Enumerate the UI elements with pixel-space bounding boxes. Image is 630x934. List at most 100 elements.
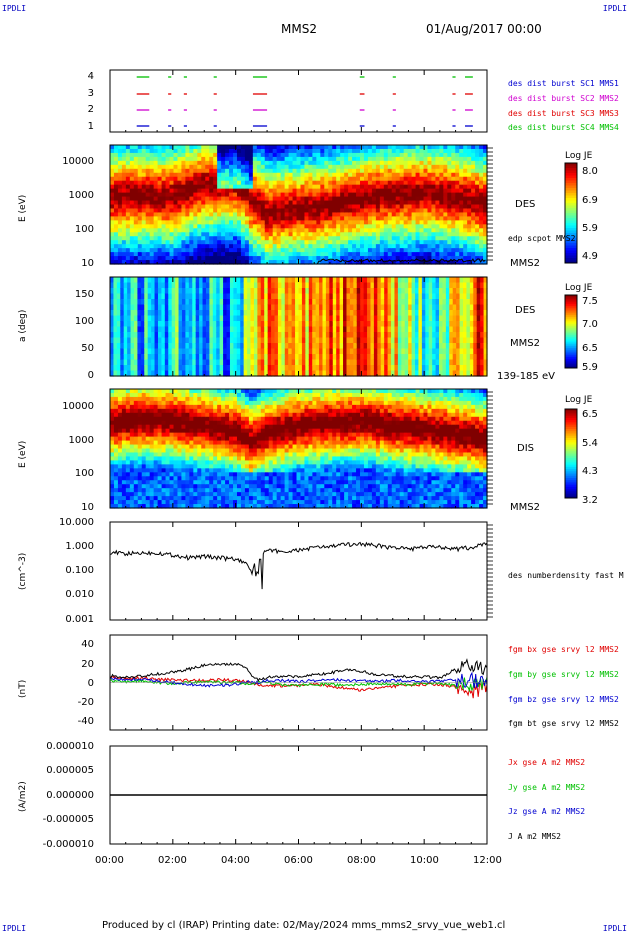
des-pitch-cell (284, 348, 289, 355)
des-spectro-cell (244, 184, 250, 190)
des-spectro-cell (399, 148, 405, 154)
des-spectro-cell (391, 152, 397, 158)
des-pitch-cell (291, 365, 296, 372)
des-pitch-cell (394, 343, 399, 350)
des-spectro-cell (276, 160, 282, 166)
des-spectro-cell (463, 200, 468, 206)
des-pitch-cell (391, 343, 396, 350)
des-pitch-cell (202, 332, 207, 339)
des-spectro-cell (260, 248, 266, 253)
des-pitch-cell (308, 365, 313, 372)
des-pitch-cell (380, 293, 385, 300)
des-pitch-cell (353, 348, 358, 355)
des-spectro-cell (240, 145, 246, 150)
des-pitch-cell (305, 370, 310, 377)
des-spectro-cell (157, 248, 163, 253)
des-spectro-cell (125, 176, 131, 182)
des-pitch-cell (473, 359, 478, 366)
des-pitch-cell (199, 365, 204, 372)
des-spectro-cell (125, 188, 131, 194)
des-spectro-cell (153, 192, 159, 198)
des-spectro-cell (240, 228, 246, 233)
des-pitch-cell (384, 293, 389, 300)
des-pitch-cell (243, 359, 248, 366)
des-spectro-cell (113, 172, 119, 178)
des-pitch-cell (226, 348, 231, 355)
des-spectro-cell (288, 168, 294, 174)
des-pitch-cell (456, 299, 461, 306)
des-spectro-cell (475, 260, 480, 265)
des-spectro-cell (173, 244, 179, 249)
des-pitch-cell (394, 288, 399, 295)
des-spectro-cell (221, 220, 226, 225)
des-pitch-cell (480, 359, 485, 366)
des-pitch-cell (281, 299, 286, 306)
des-pitch-cell (332, 299, 337, 306)
des-spectro-cell (201, 168, 206, 174)
des-spectro-cell (181, 236, 186, 241)
des-spectro-cell (260, 228, 266, 233)
des-pitch-cell (387, 304, 392, 311)
des-spectro-cell (133, 216, 139, 221)
des-pitch-cell (418, 304, 423, 311)
des-pitch-cell (360, 277, 365, 284)
des-spectro-cell (383, 228, 389, 233)
des-pitch-cell (240, 370, 245, 377)
des-pitch-cell (157, 288, 163, 295)
des-spectro-cell (332, 208, 337, 214)
des-spectro-cell (403, 172, 409, 178)
des-spectro-cell (328, 228, 333, 233)
des-pitch-cell (154, 310, 159, 317)
des-pitch-cell (199, 310, 204, 317)
des-spectro-cell (348, 260, 353, 265)
des-spectro-cell (292, 172, 298, 178)
des-spectro-cell (348, 252, 353, 257)
des-spectro-cell (467, 184, 472, 190)
des-pitch-cell (439, 310, 444, 317)
des-spectro-cell (427, 172, 433, 178)
des-spectro-cell (197, 224, 202, 229)
des-pitch-cell (380, 326, 385, 333)
des-pitch-cell (216, 321, 221, 328)
des-pitch-cell (476, 310, 481, 317)
des-pitch-cell (353, 365, 358, 372)
des-pitch-cell (411, 282, 416, 289)
des-pitch-cell (384, 354, 389, 361)
des-pitch-cell (277, 282, 282, 289)
des-pitch-cell (332, 359, 337, 366)
des-pitch-cell (181, 288, 186, 295)
des-pitch-cell (425, 299, 430, 306)
des-pitch-cell (418, 359, 423, 366)
des-spectro-cell (256, 145, 262, 150)
des-spectro-cell (292, 216, 298, 221)
des-pitch-cell (428, 354, 433, 361)
des-pitch-cell (425, 332, 430, 339)
des-spectro-cell (288, 160, 294, 166)
des-spectro-cell (415, 244, 421, 249)
des-spectro-cell (407, 200, 413, 206)
des-pitch-cell (144, 332, 149, 339)
des-spectro-cell (244, 260, 250, 265)
des-spectro-cell (308, 224, 313, 229)
des-pitch-cell (295, 310, 300, 317)
des-spectro-cell (332, 156, 337, 162)
des-spectro-cell (236, 228, 242, 233)
des-spectro-cell (344, 145, 349, 150)
des-spectro-cell (193, 220, 198, 225)
des-pitch-cell (343, 337, 348, 344)
des-spectro-cell (447, 236, 452, 241)
des-pitch-cell (281, 282, 286, 289)
des-spectro-cell (367, 184, 373, 190)
des-pitch-cell (452, 299, 457, 306)
des-spectro-cell (125, 252, 131, 257)
des-spectro-cell (272, 184, 278, 190)
des-spectro-cell (395, 156, 401, 162)
des-spectro-cell (193, 252, 198, 257)
des-spectro-cell (181, 208, 186, 214)
des-spectro-cell (193, 200, 198, 206)
des-spectro-cell (113, 252, 119, 257)
des-pitch-cell (439, 343, 444, 350)
des-spectro-cell (451, 224, 456, 229)
des-spectro-cell (483, 260, 488, 265)
des-spectro-cell (371, 172, 377, 178)
